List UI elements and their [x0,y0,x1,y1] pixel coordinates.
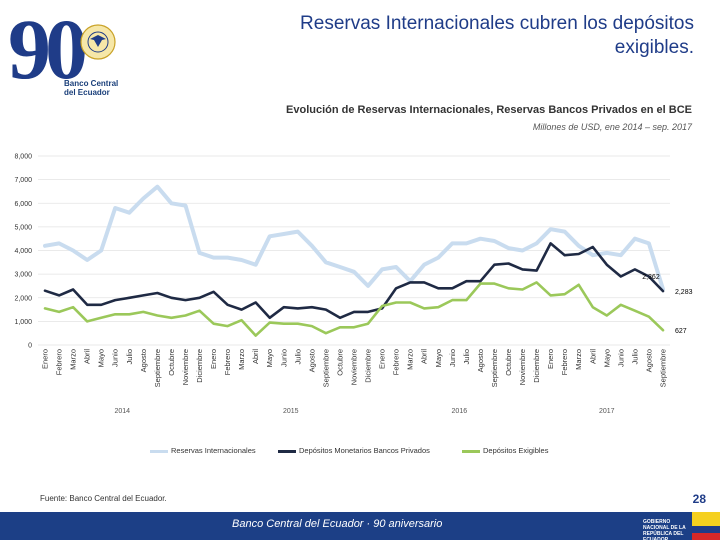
y-tick-label: 2,000 [14,295,32,302]
x-tick-label: Mayo [265,349,274,367]
x-tick-label: Junio [279,349,288,367]
x-tick-label: Diciembre [532,349,541,383]
bce-90-logo: 90 [8,6,116,97]
data-label: 627 [675,328,687,335]
x-tick-label: Julio [630,349,639,364]
x-tick-label: Julio [293,349,302,364]
x-tick-label: Septiembre [658,349,667,387]
x-tick-label: Julio [462,349,471,364]
x-tick-label: Septiembre [321,349,330,387]
x-tick-label: Junio [448,349,457,367]
x-tick-label: Marzo [574,349,583,370]
seal-inner-icon [87,31,109,53]
y-tick-label: 7,000 [14,177,32,184]
x-tick-label: Abril [251,349,260,364]
chart-legend: Reservas Internacionales Depósitos Monet… [150,446,630,458]
x-tick-label: Febrero [55,349,64,375]
x-tick-label: Mayo [602,349,611,367]
x-tick-label: Diciembre [195,349,204,383]
logo-number: 90 [8,6,85,97]
y-axis: 0 1,000 2,000 3,000 4,000 5,000 6,000 7,000 8,00… [14,154,32,350]
legend-label-depositos-exigibles: Depósitos Exigibles [483,446,549,455]
x-tick-label: Agosto [644,349,653,372]
series-lines [43,184,665,337]
legend-label-depositos-monetarios: Depósitos Monetarios Bancos Privados [299,446,430,455]
y-tick-label: 5,000 [14,224,32,231]
legend-swatch-depositos-monetarios [278,450,296,453]
x-tick-label: Noviembre [518,349,527,385]
grid-lines [38,155,670,346]
y-tick-label: 3,000 [14,272,32,279]
x-tick-label: Abril [588,349,597,364]
x-tick-label: Enero [546,349,555,369]
x-axis: Enero Febrero Marzo Abril Mayo Junio Julio Agos… [41,349,668,415]
x-tick-label: Marzo [406,349,415,370]
x-tick-label: Enero [209,349,218,369]
x-tick-label: Agosto [139,349,148,372]
slide-title: Reservas Internacionales cubren los depó… [300,13,694,58]
series-line-1 [43,242,665,320]
year-label: 2016 [452,408,468,415]
x-tick-label: Abril [83,349,92,364]
data-label: 2,283 [675,289,693,296]
logo-line1: Banco Central [64,79,119,88]
logo-line2: del Ecuador [64,88,110,97]
x-tick-label: Junio [111,349,120,367]
x-tick-label: Septiembre [153,349,162,387]
x-tick-label: Agosto [307,349,316,372]
x-tick-label: Abril [420,349,429,364]
y-tick-label: 1,000 [14,319,32,326]
x-tick-label: Febrero [223,349,232,375]
x-tick-label: Junio [616,349,625,367]
x-tick-label: Octubre [335,349,344,376]
footer-banner [0,512,720,540]
y-tick-label: 8,000 [14,154,32,161]
x-tick-label: Julio [125,349,134,364]
page-number: 28 [692,492,706,506]
line-chart: 0 1,000 2,000 3,000 4,000 5,000 6,000 7,000 8,00… [14,154,692,416]
x-tick-label: Diciembre [364,349,373,383]
x-tick-label: Octubre [167,349,176,376]
legend-swatch-reservas [150,450,168,453]
x-tick-label: Noviembre [350,349,359,385]
year-label: 2017 [599,408,615,415]
x-tick-label: Enero [378,349,387,369]
y-tick-label: 0 [28,343,32,350]
x-tick-label: Marzo [69,349,78,370]
x-tick-label: Mayo [97,349,106,367]
x-tick-label: Febrero [392,349,401,375]
x-tick-label: Noviembre [181,349,190,385]
series-line-2 [43,281,665,337]
flag-icon [692,512,720,540]
chart-subtitle: Millones de USD, ene 2014 – sep. 2017 [532,122,692,132]
year-label: 2015 [283,408,299,415]
y-tick-label: 4,000 [14,248,32,255]
logo-caption: Banco Central del Ecuador [64,79,118,97]
x-tick-label: Mayo [434,349,443,367]
series-line-0 [43,184,665,292]
footer-banner-text: Banco Central del Ecuador · 90 aniversar… [232,518,443,530]
x-tick-label: Agosto [476,349,485,372]
year-label: 2014 [114,408,130,415]
seal-condor-icon [90,35,106,47]
source-note: Fuente: Banco Central del Ecuador. [40,494,167,503]
data-labels: 2,362 2,283 627 [642,274,692,335]
legend-swatch-depositos-exigibles [462,450,480,453]
y-tick-label: 6,000 [14,201,32,208]
x-tick-label: Enero [41,349,50,369]
x-tick-label: Marzo [237,349,246,370]
chart-title: Evolución de Reservas Internacionales, R… [286,104,692,116]
legend-label-reservas: Reservas Internacionales [171,446,256,455]
data-label: 2,362 [642,274,660,281]
x-tick-label: Septiembre [490,349,499,387]
x-tick-label: Febrero [560,349,569,375]
x-tick-label: Octubre [504,349,513,376]
footer-gov-text: GOBIERNO NACIONAL DE LA REPÚBLICA DEL EC… [643,519,686,543]
